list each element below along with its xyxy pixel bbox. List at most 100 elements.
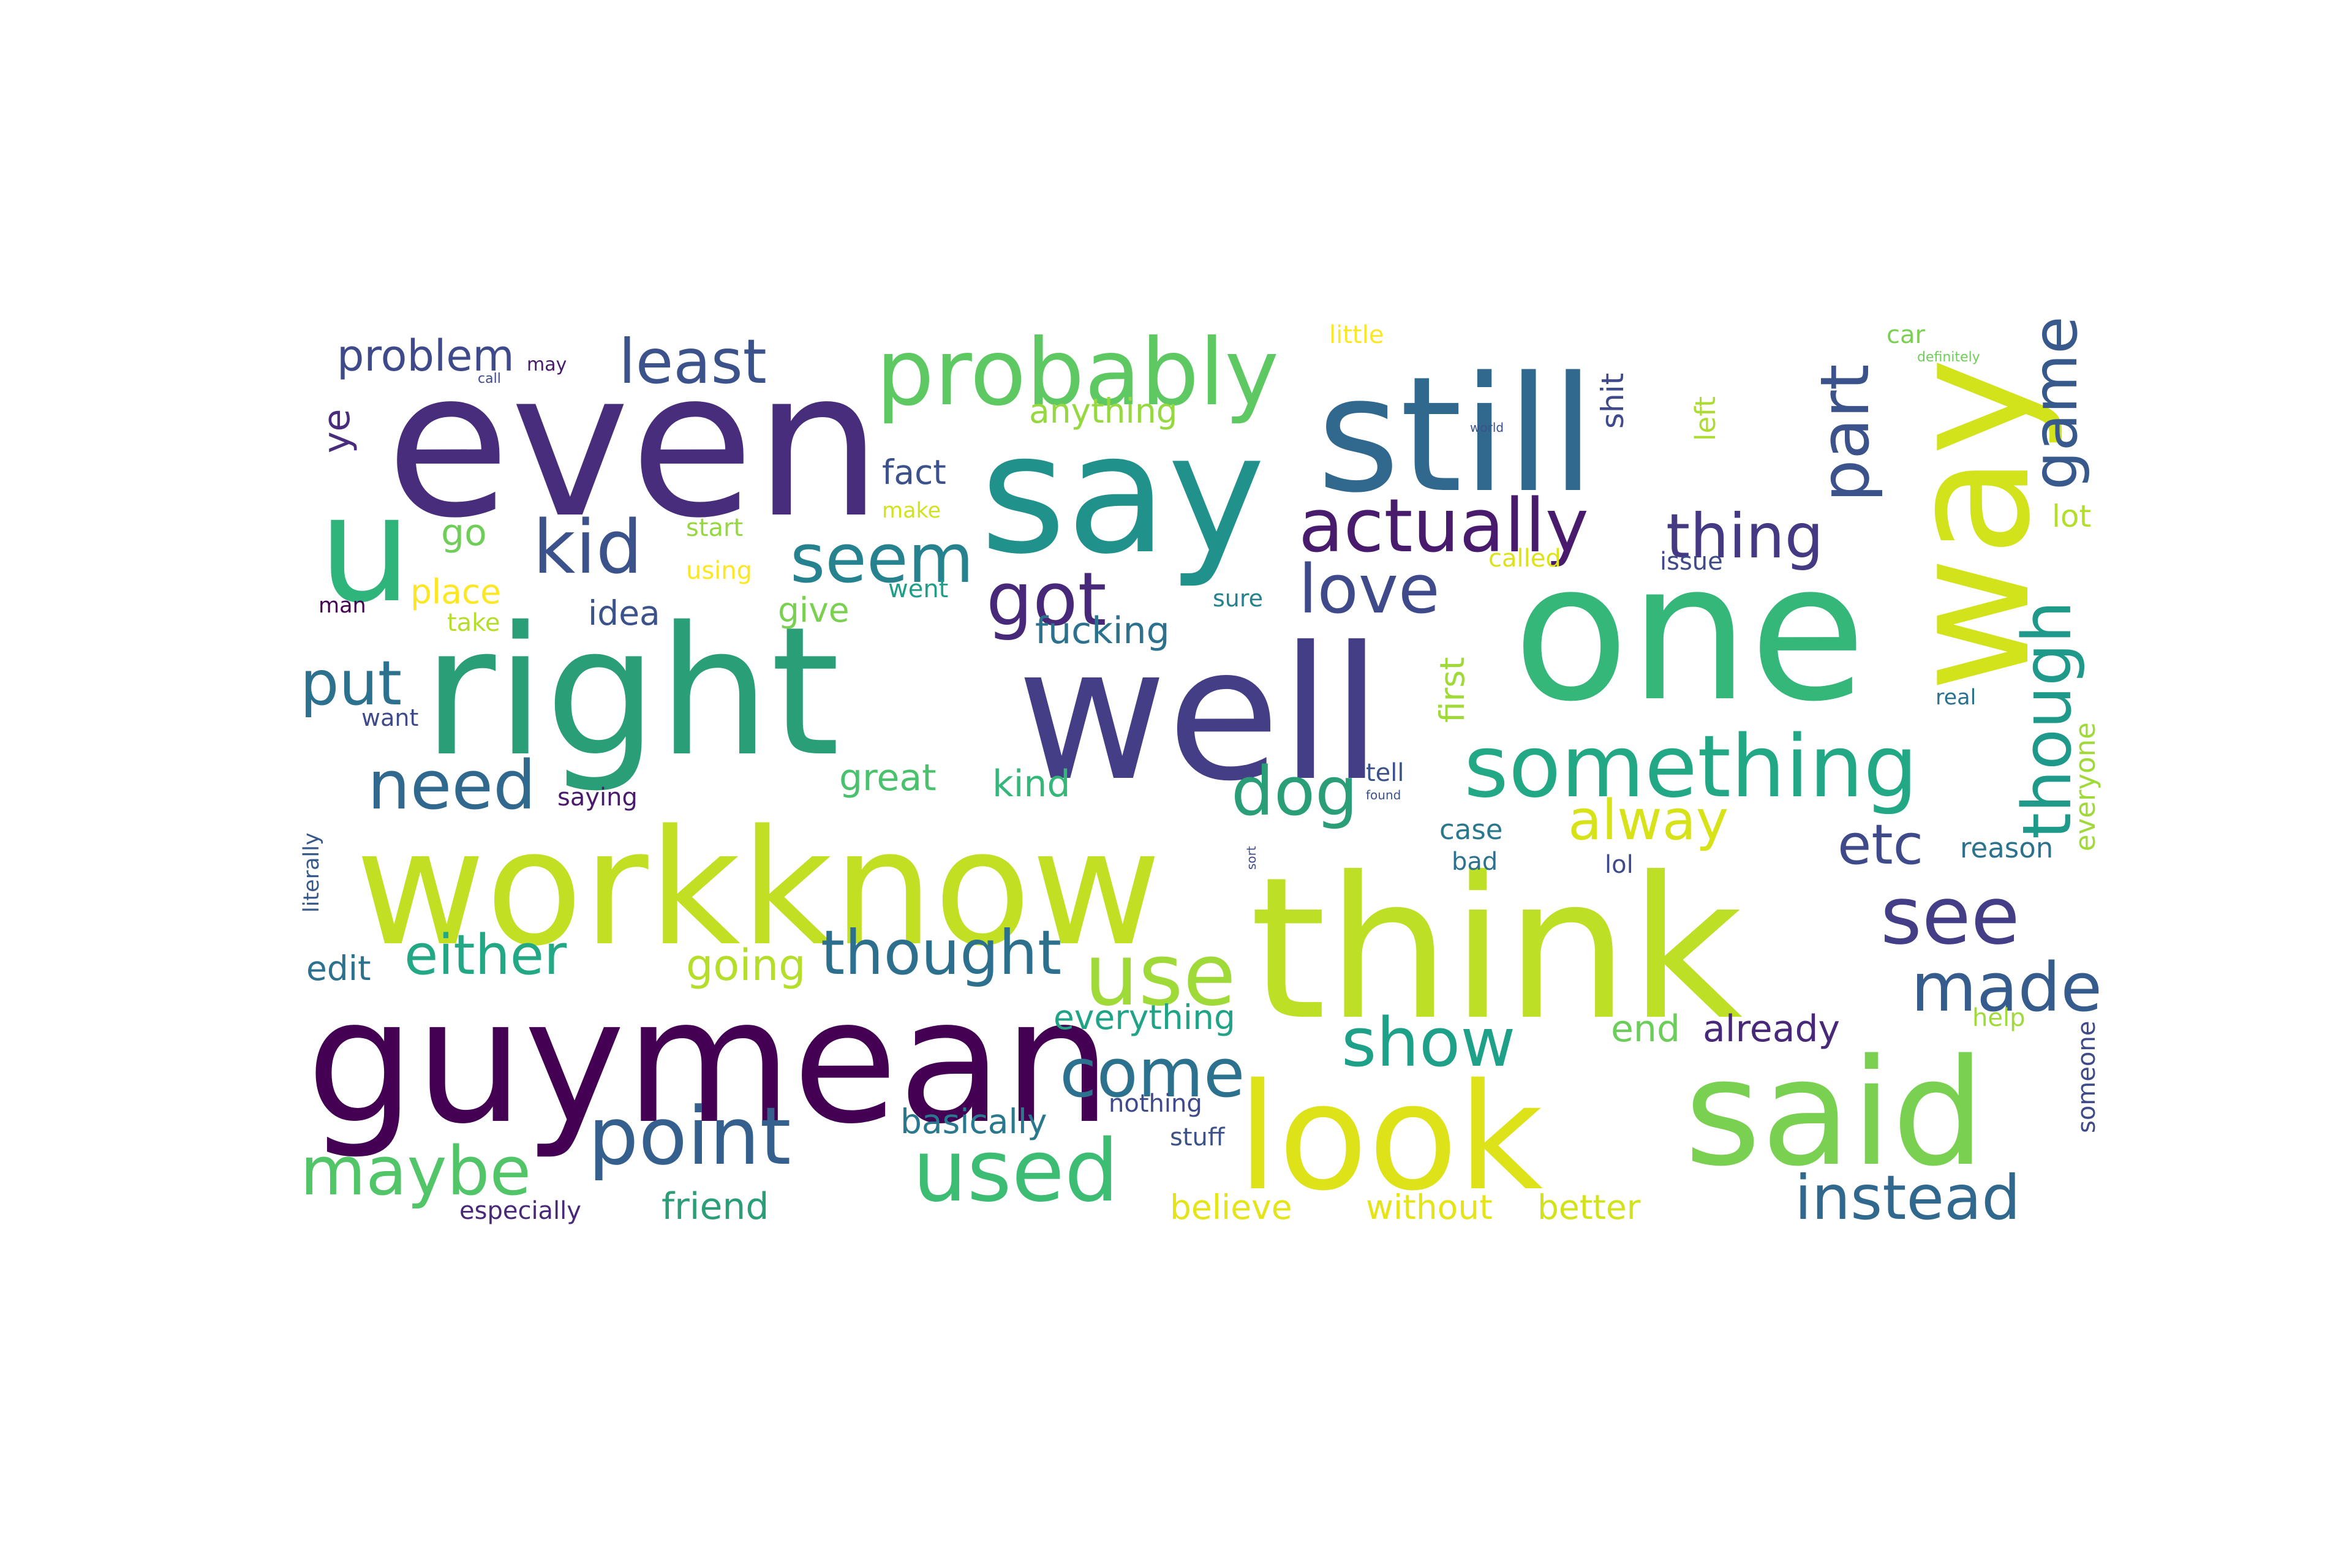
word-look: look [1237, 1052, 1543, 1223]
word-still: still [1317, 343, 1595, 528]
word-called: called [1488, 545, 1561, 573]
word-place: place [410, 572, 501, 611]
word-believe: believe [1170, 1188, 1292, 1227]
word-used: used [913, 1121, 1119, 1221]
word-seem: seem [790, 519, 974, 598]
word-without: without [1366, 1188, 1493, 1227]
word-maybe: maybe [300, 1132, 531, 1210]
word-least: least [619, 326, 767, 398]
word-great: great [839, 756, 937, 799]
word-went: went [888, 575, 948, 603]
word-right: right [423, 589, 840, 796]
word-man: man [318, 594, 366, 618]
word-cloud-words: even say still way u probably least problem righ… [300, 316, 2102, 1234]
word-saying: saying [557, 783, 638, 812]
word-thing: thing [1666, 500, 1823, 572]
word-may: may [527, 354, 567, 375]
word-already: already [1703, 1008, 1840, 1050]
word-game: game [2019, 316, 2091, 490]
word-nothing: nothing [1109, 1090, 1202, 1118]
word-got: got [986, 557, 1107, 643]
word-friend: friend [662, 1185, 769, 1228]
word-call: call [478, 371, 501, 386]
word-literally: literally [300, 832, 324, 913]
word-either: either [404, 923, 567, 987]
word-way: way [1874, 358, 2067, 692]
word-said: said [1684, 1027, 1985, 1199]
word-kind: kind [992, 763, 1071, 805]
word-take: take [447, 609, 500, 637]
word-problem: problem [337, 331, 514, 381]
word-etc: etc [1838, 813, 1923, 877]
word-make: make [882, 499, 941, 523]
word-point: point [588, 1090, 791, 1183]
word-kid: kid [533, 505, 643, 590]
word-found: found [1366, 788, 1401, 802]
word-go: go [441, 511, 487, 554]
word-want: want [361, 704, 418, 731]
word-fucking: fucking [1035, 609, 1170, 652]
word-using: using [686, 557, 752, 585]
word-part: part [1806, 364, 1884, 502]
word-come: come [1060, 1034, 1245, 1112]
word-better: better [1537, 1188, 1641, 1227]
word-real: real [1936, 685, 1976, 710]
word-alway: alway [1568, 788, 1728, 853]
word-instead: instead [1795, 1162, 2021, 1234]
word-basically: basically [900, 1102, 1047, 1141]
word-probably: probably [876, 320, 1279, 426]
word-especially: especially [459, 1197, 581, 1225]
word-see: see [1880, 869, 2020, 962]
word-definitely: definitely [1917, 350, 1980, 365]
word-everyone: everyone [2069, 722, 2101, 851]
word-car: car [1887, 321, 1926, 349]
word-start: start [686, 514, 743, 542]
word-lot: lot [2052, 499, 2091, 534]
word-put: put [300, 647, 402, 719]
word-dog: dog [1231, 752, 1358, 831]
word-guymean: guymean [306, 962, 1112, 1162]
word-ye: ye [315, 409, 358, 453]
word-world: world [1470, 420, 1504, 435]
word-workknow: workknow [355, 796, 1161, 981]
word-lol: lol [1605, 851, 1634, 879]
word-sort: sort [1244, 846, 1259, 870]
word-edit: edit [306, 949, 371, 988]
word-need: need [368, 746, 536, 824]
word-going: going [686, 940, 806, 990]
word-someone: someone [2073, 1021, 2101, 1133]
word-help: help [1972, 1004, 2025, 1032]
word-left: left [1689, 396, 1722, 441]
word-end: end [1611, 1008, 1680, 1050]
word-well: well [1017, 608, 1382, 821]
word-first: first [1433, 657, 1472, 723]
word-bad: bad [1452, 848, 1498, 876]
word-thought: thought [821, 917, 1061, 989]
word-idea: idea [588, 594, 660, 633]
word-issue: issue [1660, 548, 1723, 576]
word-though: though [2008, 601, 2086, 839]
word-u: u [318, 464, 412, 635]
word-use: use [1084, 925, 1236, 1025]
word-sure: sure [1213, 585, 1263, 612]
word-something: something [1464, 717, 1918, 817]
word-anything: anything [1029, 391, 1178, 431]
word-little: little [1329, 321, 1384, 349]
word-think: think [1250, 835, 1743, 1063]
word-even: even [386, 327, 883, 562]
word-reason: reason [1960, 832, 2053, 864]
word-actually: actually [1298, 484, 1589, 569]
word-give: give [778, 590, 850, 630]
word-everything: everything [1054, 998, 1235, 1037]
word-made: made [1911, 948, 2102, 1027]
word-love: love [1298, 550, 1440, 628]
word-fact: fact [882, 453, 946, 492]
word-one: one [1513, 522, 1866, 744]
word-shit: shit [1595, 373, 1630, 429]
word-tell: tell [1366, 759, 1404, 787]
word-say: say [980, 398, 1265, 590]
word-show: show [1341, 1003, 1515, 1082]
word-case: case [1439, 813, 1502, 846]
word-stuff: stuff [1170, 1123, 1226, 1152]
